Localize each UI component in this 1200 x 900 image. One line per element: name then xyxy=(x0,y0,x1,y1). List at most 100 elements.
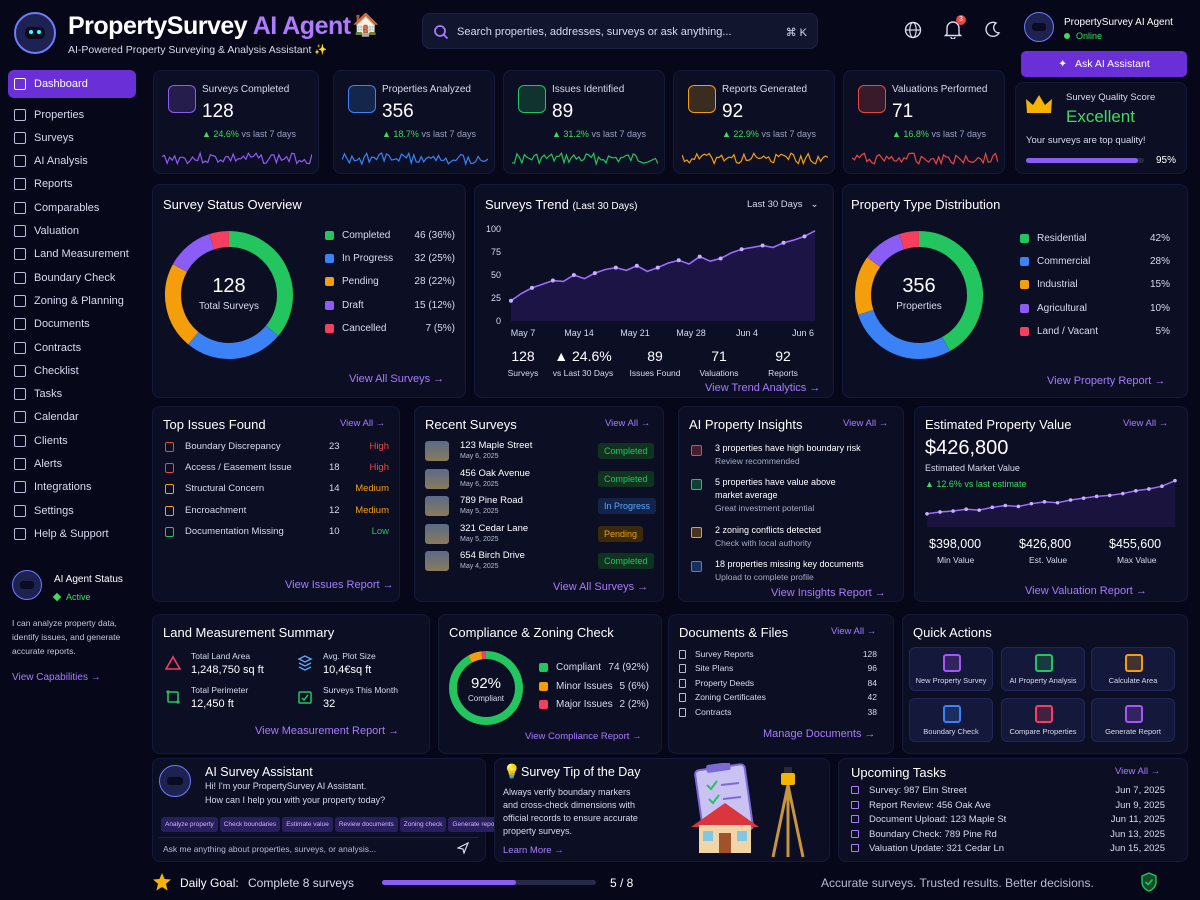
quick-action-compare-properties[interactable]: Compare Properties xyxy=(1001,698,1085,742)
view-valuation-report-link[interactable]: View Valuation Report → xyxy=(1025,585,1147,597)
integration-icon xyxy=(14,481,26,494)
document-label[interactable]: Contracts xyxy=(695,706,732,717)
assistant-robot-icon xyxy=(159,765,191,797)
compliance-slice-1 xyxy=(468,651,483,663)
sidebar-item-label: Documents xyxy=(34,318,90,331)
sidebar-item-zoning-planning[interactable]: Zoning & Planning xyxy=(8,289,136,312)
sidebar-item-settings[interactable]: Settings xyxy=(8,499,136,522)
document-label[interactable]: Property Deeds xyxy=(695,677,755,688)
sidebar-item-calendar[interactable]: Calendar xyxy=(8,406,136,429)
sidebar-item-boundary-check[interactable]: Boundary Check xyxy=(8,266,136,289)
document-label[interactable]: Zoning Certificates xyxy=(695,692,766,703)
survey-address[interactable]: 321 Cedar Lane xyxy=(460,522,529,534)
view-compliance-report-link[interactable]: View Compliance Report → xyxy=(525,731,642,742)
suggestion-chip[interactable]: Zoning check xyxy=(399,817,447,832)
sidebar-item-valuation[interactable]: Valuation xyxy=(8,220,136,243)
perimeter-label: Total Perimeter xyxy=(191,685,249,695)
task-label[interactable]: Boundary Check: 789 Pine Rd xyxy=(869,828,997,840)
survey-address[interactable]: 789 Pine Road xyxy=(460,495,523,507)
sidebar-item-comparables[interactable]: Comparables xyxy=(8,196,136,219)
view-trend-analytics-link[interactable]: View Trend Analytics → xyxy=(705,382,821,394)
document-count: 128 xyxy=(862,649,877,659)
insight-icon xyxy=(691,561,702,572)
stat-sparkline xyxy=(512,151,658,167)
view-all-surveys-link-2[interactable]: View All Surveys → xyxy=(553,581,649,593)
legend-row: Industrial 15% xyxy=(1020,279,1170,290)
trend-chart: 100 75 50 25 0 May 7 May 14 May 21 May 28 Jun 4 Ju… xyxy=(486,224,816,338)
task-label[interactable]: Survey: 987 Elm Street xyxy=(869,785,967,796)
sidebar-item-documents[interactable]: Documents xyxy=(8,313,136,336)
search-input[interactable]: Search properties, addresses, surveys or… xyxy=(457,26,732,38)
search-bar[interactable]: Search properties, addresses, surveys or… xyxy=(422,13,818,49)
sidebar-item-reports[interactable]: Reports xyxy=(8,173,136,196)
quick-actions-card: Quick Actions New Property Survey AI Prop… xyxy=(902,614,1188,754)
send-icon[interactable] xyxy=(457,842,469,854)
document-label[interactable]: Survey Reports xyxy=(695,649,754,659)
sidebar-item-land-measurement[interactable]: Land Measurement xyxy=(8,243,136,266)
suggestion-chip[interactable]: Analyze property xyxy=(161,817,218,832)
learn-more-link[interactable]: Learn More → xyxy=(503,845,564,856)
ask-ai-button[interactable]: ✦ Ask AI Assistant xyxy=(1021,51,1187,77)
est-value: $426,800 xyxy=(1019,537,1072,551)
x-tick-label: Jun 4 xyxy=(736,328,758,338)
quick-action-generate-report[interactable]: Generate Report xyxy=(1091,698,1175,742)
survey-address[interactable]: 123 Maple Street xyxy=(460,440,533,451)
sidebar-item-contracts[interactable]: Contracts xyxy=(8,336,136,359)
valuation-view-all-link[interactable]: View All → xyxy=(1123,418,1169,429)
sidebar-item-surveys[interactable]: Surveys xyxy=(8,126,136,149)
tasks-view-all-link[interactable]: View All → xyxy=(1115,766,1161,777)
quick-action-calculate-area[interactable]: Calculate Area xyxy=(1091,647,1175,691)
quick-action-ai-property-analysis[interactable]: AI Property Analysis xyxy=(1001,647,1085,691)
sidebar-item-integrations[interactable]: Integrations xyxy=(8,476,136,499)
sidebar-item-alerts[interactable]: Alerts xyxy=(8,453,136,476)
user-avatar[interactable] xyxy=(1024,12,1054,42)
insight-line-1: 2 zoning conflicts detected xyxy=(715,525,822,535)
legend-row: Draft 15 (12%) xyxy=(325,300,455,311)
issue-level: High xyxy=(369,462,389,474)
recent-view-all-link[interactable]: View All → xyxy=(605,418,651,429)
document-label[interactable]: Site Plans xyxy=(695,663,734,674)
house-thumbnail-icon xyxy=(425,551,449,572)
bell-icon[interactable] xyxy=(944,20,962,39)
view-measurement-report-link[interactable]: View Measurement Report → xyxy=(255,725,400,737)
suggestion-chip[interactable]: Estimate value xyxy=(282,817,333,832)
quick-action-label: Generate Report xyxy=(1105,727,1161,736)
assistant-input[interactable]: Ask me anything about properties, survey… xyxy=(159,837,479,857)
suggestion-chip[interactable]: Generate report xyxy=(448,817,503,832)
sidebar-item-properties[interactable]: Properties xyxy=(8,103,136,126)
valuation-value: $426,800 xyxy=(925,437,1009,459)
globe-icon[interactable] xyxy=(904,21,922,39)
sidebar-item-checklist[interactable]: Checklist xyxy=(8,359,136,382)
trend-range-dropdown[interactable]: Last 30 Days ⌄ xyxy=(747,199,819,210)
manage-documents-link[interactable]: Manage Documents → xyxy=(763,728,876,740)
suggestion-chip[interactable]: Check boundaries xyxy=(219,817,281,832)
survey-address[interactable]: 654 Birch Drive xyxy=(460,550,525,562)
quick-action-new-property-survey[interactable]: New Property Survey xyxy=(909,647,993,691)
moon-icon[interactable] xyxy=(984,21,1001,38)
view-issues-report-link[interactable]: View Issues Report → xyxy=(285,579,394,591)
insights-view-all-link[interactable]: View All → xyxy=(843,418,889,429)
sidebar-item-ai-analysis[interactable]: AI Analysis xyxy=(8,150,136,173)
documents-view-all-link[interactable]: View All → xyxy=(831,626,877,637)
suggestion-chips: Analyze property Check boundaries Estimate… xyxy=(161,815,504,832)
legend-value: 42% xyxy=(1149,233,1170,244)
suggestion-chip[interactable]: Review documents xyxy=(334,817,398,832)
view-property-report-link[interactable]: View Property Report → xyxy=(1047,375,1166,387)
view-insights-report-link[interactable]: View Insights Report → xyxy=(771,587,886,599)
sidebar-item-dashboard[interactable]: Dashboard xyxy=(8,70,136,98)
task-label[interactable]: Valuation Update: 321 Cedar Ln xyxy=(869,843,1005,854)
legend-value: 15% xyxy=(1149,279,1170,291)
view-all-surveys-link[interactable]: View All Surveys → xyxy=(349,373,445,385)
sidebar-item-tasks[interactable]: Tasks xyxy=(8,383,136,406)
trend-area xyxy=(511,230,815,321)
sidebar-item-help-support[interactable]: Help & Support xyxy=(8,522,136,545)
issues-view-all-link[interactable]: View All → xyxy=(340,418,386,429)
sidebar-item-label: Zoning & Planning xyxy=(34,294,124,307)
view-capabilities-link[interactable]: View Capabilities → xyxy=(12,672,101,683)
quick-action-boundary-check[interactable]: Boundary Check xyxy=(909,698,993,742)
survey-address[interactable]: 456 Oak Avenue xyxy=(460,467,531,479)
stat-card-0: Surveys Completed 128 ▲ 24.6% vs last 7 da… xyxy=(153,70,319,174)
task-label[interactable]: Report Review: 456 Oak Ave xyxy=(869,799,991,811)
task-label[interactable]: Document Upload: 123 Maple St xyxy=(869,814,1007,825)
sidebar-item-clients[interactable]: Clients xyxy=(8,429,136,452)
